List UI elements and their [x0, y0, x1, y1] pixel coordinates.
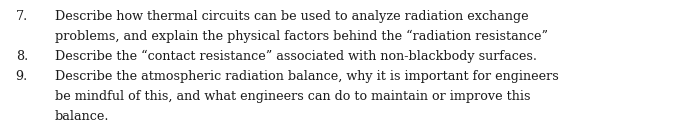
Text: 8.: 8. — [15, 50, 28, 63]
Text: Describe how thermal circuits can be used to analyze radiation exchange: Describe how thermal circuits can be use… — [55, 10, 528, 23]
Text: Describe the atmospheric radiation balance, why it is important for engineers: Describe the atmospheric radiation balan… — [55, 70, 559, 83]
Text: balance.: balance. — [55, 110, 109, 123]
Text: 9.: 9. — [15, 70, 28, 83]
Text: 7.: 7. — [15, 10, 28, 23]
Text: Describe the “contact resistance” associated with non-blackbody surfaces.: Describe the “contact resistance” associ… — [55, 50, 537, 63]
Text: be mindful of this, and what engineers can do to maintain or improve this: be mindful of this, and what engineers c… — [55, 90, 531, 103]
Text: problems, and explain the physical factors behind the “radiation resistance”: problems, and explain the physical facto… — [55, 30, 548, 43]
